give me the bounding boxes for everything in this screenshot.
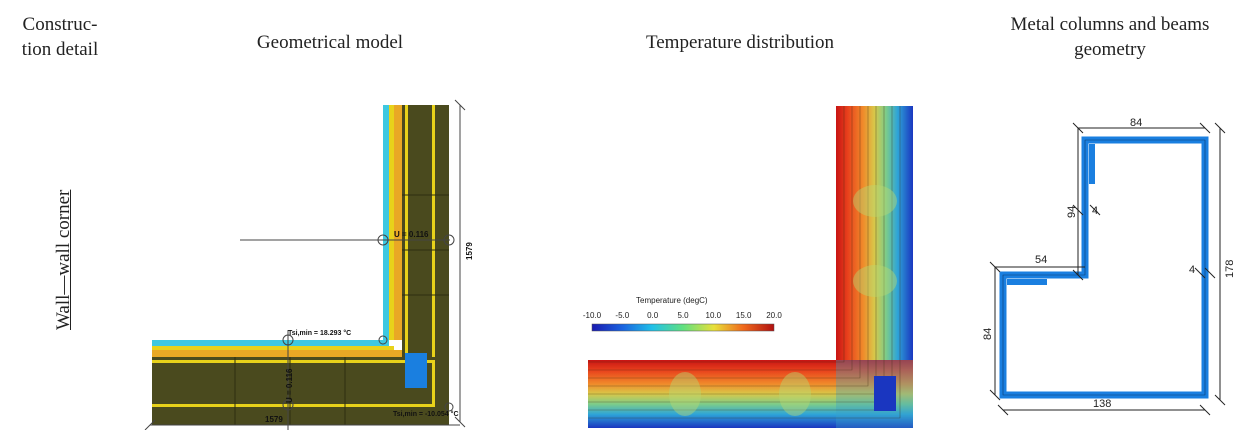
metal-section-inner-outline [1002, 139, 1206, 396]
geo-yellow-layer-horizontal [152, 346, 394, 350]
temp-legend-tick-label: -5.0 [615, 311, 629, 320]
temp-legend-ticks: -10.0 -5.0 0.0 5.0 10.0 15.0 20.0 [583, 311, 782, 320]
geo-steel-line-vertical-1 [405, 105, 408, 407]
geo-yellow-layer-vertical [389, 105, 394, 340]
temp-legend-tick-label: 0.0 [647, 311, 659, 320]
header-construction-detail: Construc- tion detail [21, 14, 99, 60]
metal-dim-94: 94 [1066, 206, 1078, 218]
geo-steel-line-horizontal-2 [152, 404, 435, 407]
geo-tsi-min-outer: Tsi,min = -10.054 °C [393, 410, 459, 418]
temperature-distribution-map: Temperature (degC) -10.0 -5.0 0.0 5.0 10.0 15… [583, 106, 913, 428]
temp-legend-title: Temperature (degC) [636, 296, 708, 305]
metal-dim-84-left: 84 [982, 328, 994, 340]
geo-dim-right: 1579 [465, 242, 474, 260]
geo-cyan-layer-vertical [383, 105, 389, 340]
geo-orange-layer-vertical [394, 105, 402, 340]
temp-legend-tick-label: -10.0 [583, 311, 602, 320]
geo-dim-bottom: 1579 [265, 415, 283, 424]
geo-u-label-vertical: U = 0.116 [285, 368, 294, 403]
geo-steel-column [405, 353, 427, 388]
header-temperature-distribution: Temperature distribution [645, 32, 835, 53]
geo-steel-line-vertical-2 [432, 105, 435, 407]
metal-dim-4a: 4 [1092, 205, 1098, 217]
metal-dim-138: 138 [1093, 398, 1111, 410]
geo-steel-line-vertical-end [432, 360, 435, 407]
geo-tsi-min-inner: Tsi,min = 18.293 °C [288, 329, 351, 337]
metal-dim-178: 178 [1224, 260, 1236, 278]
geo-u-label-horizontal: U = 0.116 [394, 230, 429, 239]
metal-geometry-diagram: 84 94 4 54 4 178 84 138 [982, 117, 1236, 416]
header-metal-geometry: Metal columns and beams geometry [1010, 14, 1210, 60]
geo-cyan-layer-horizontal [152, 340, 389, 346]
temp-steel-column [874, 376, 896, 411]
header-geometrical-model: Geometrical model [256, 32, 404, 53]
metal-dim-54: 54 [1035, 254, 1047, 266]
temp-legend-bar [591, 323, 775, 332]
geo-orange-layer-horizontal [152, 350, 402, 357]
geo-steel-line-horizontal-1 [152, 360, 435, 363]
metal-dim-top: 84 [1130, 117, 1142, 129]
metal-dim-4b: 4 [1189, 264, 1195, 276]
temp-legend-tick-label: 5.0 [677, 311, 689, 320]
temp-legend-tick-label: 20.0 [766, 311, 782, 320]
geometrical-model-diagram: U = 0.116 U = 0.116 Tsi,min = 18.293 °C … [144, 99, 474, 430]
temp-legend-tick-label: 15.0 [736, 311, 752, 320]
row-label-wall-corner: Wall—wall corner [53, 189, 74, 330]
temp-legend-tick-label: 10.0 [706, 311, 722, 320]
geo-insulation-horizontal [152, 357, 449, 425]
